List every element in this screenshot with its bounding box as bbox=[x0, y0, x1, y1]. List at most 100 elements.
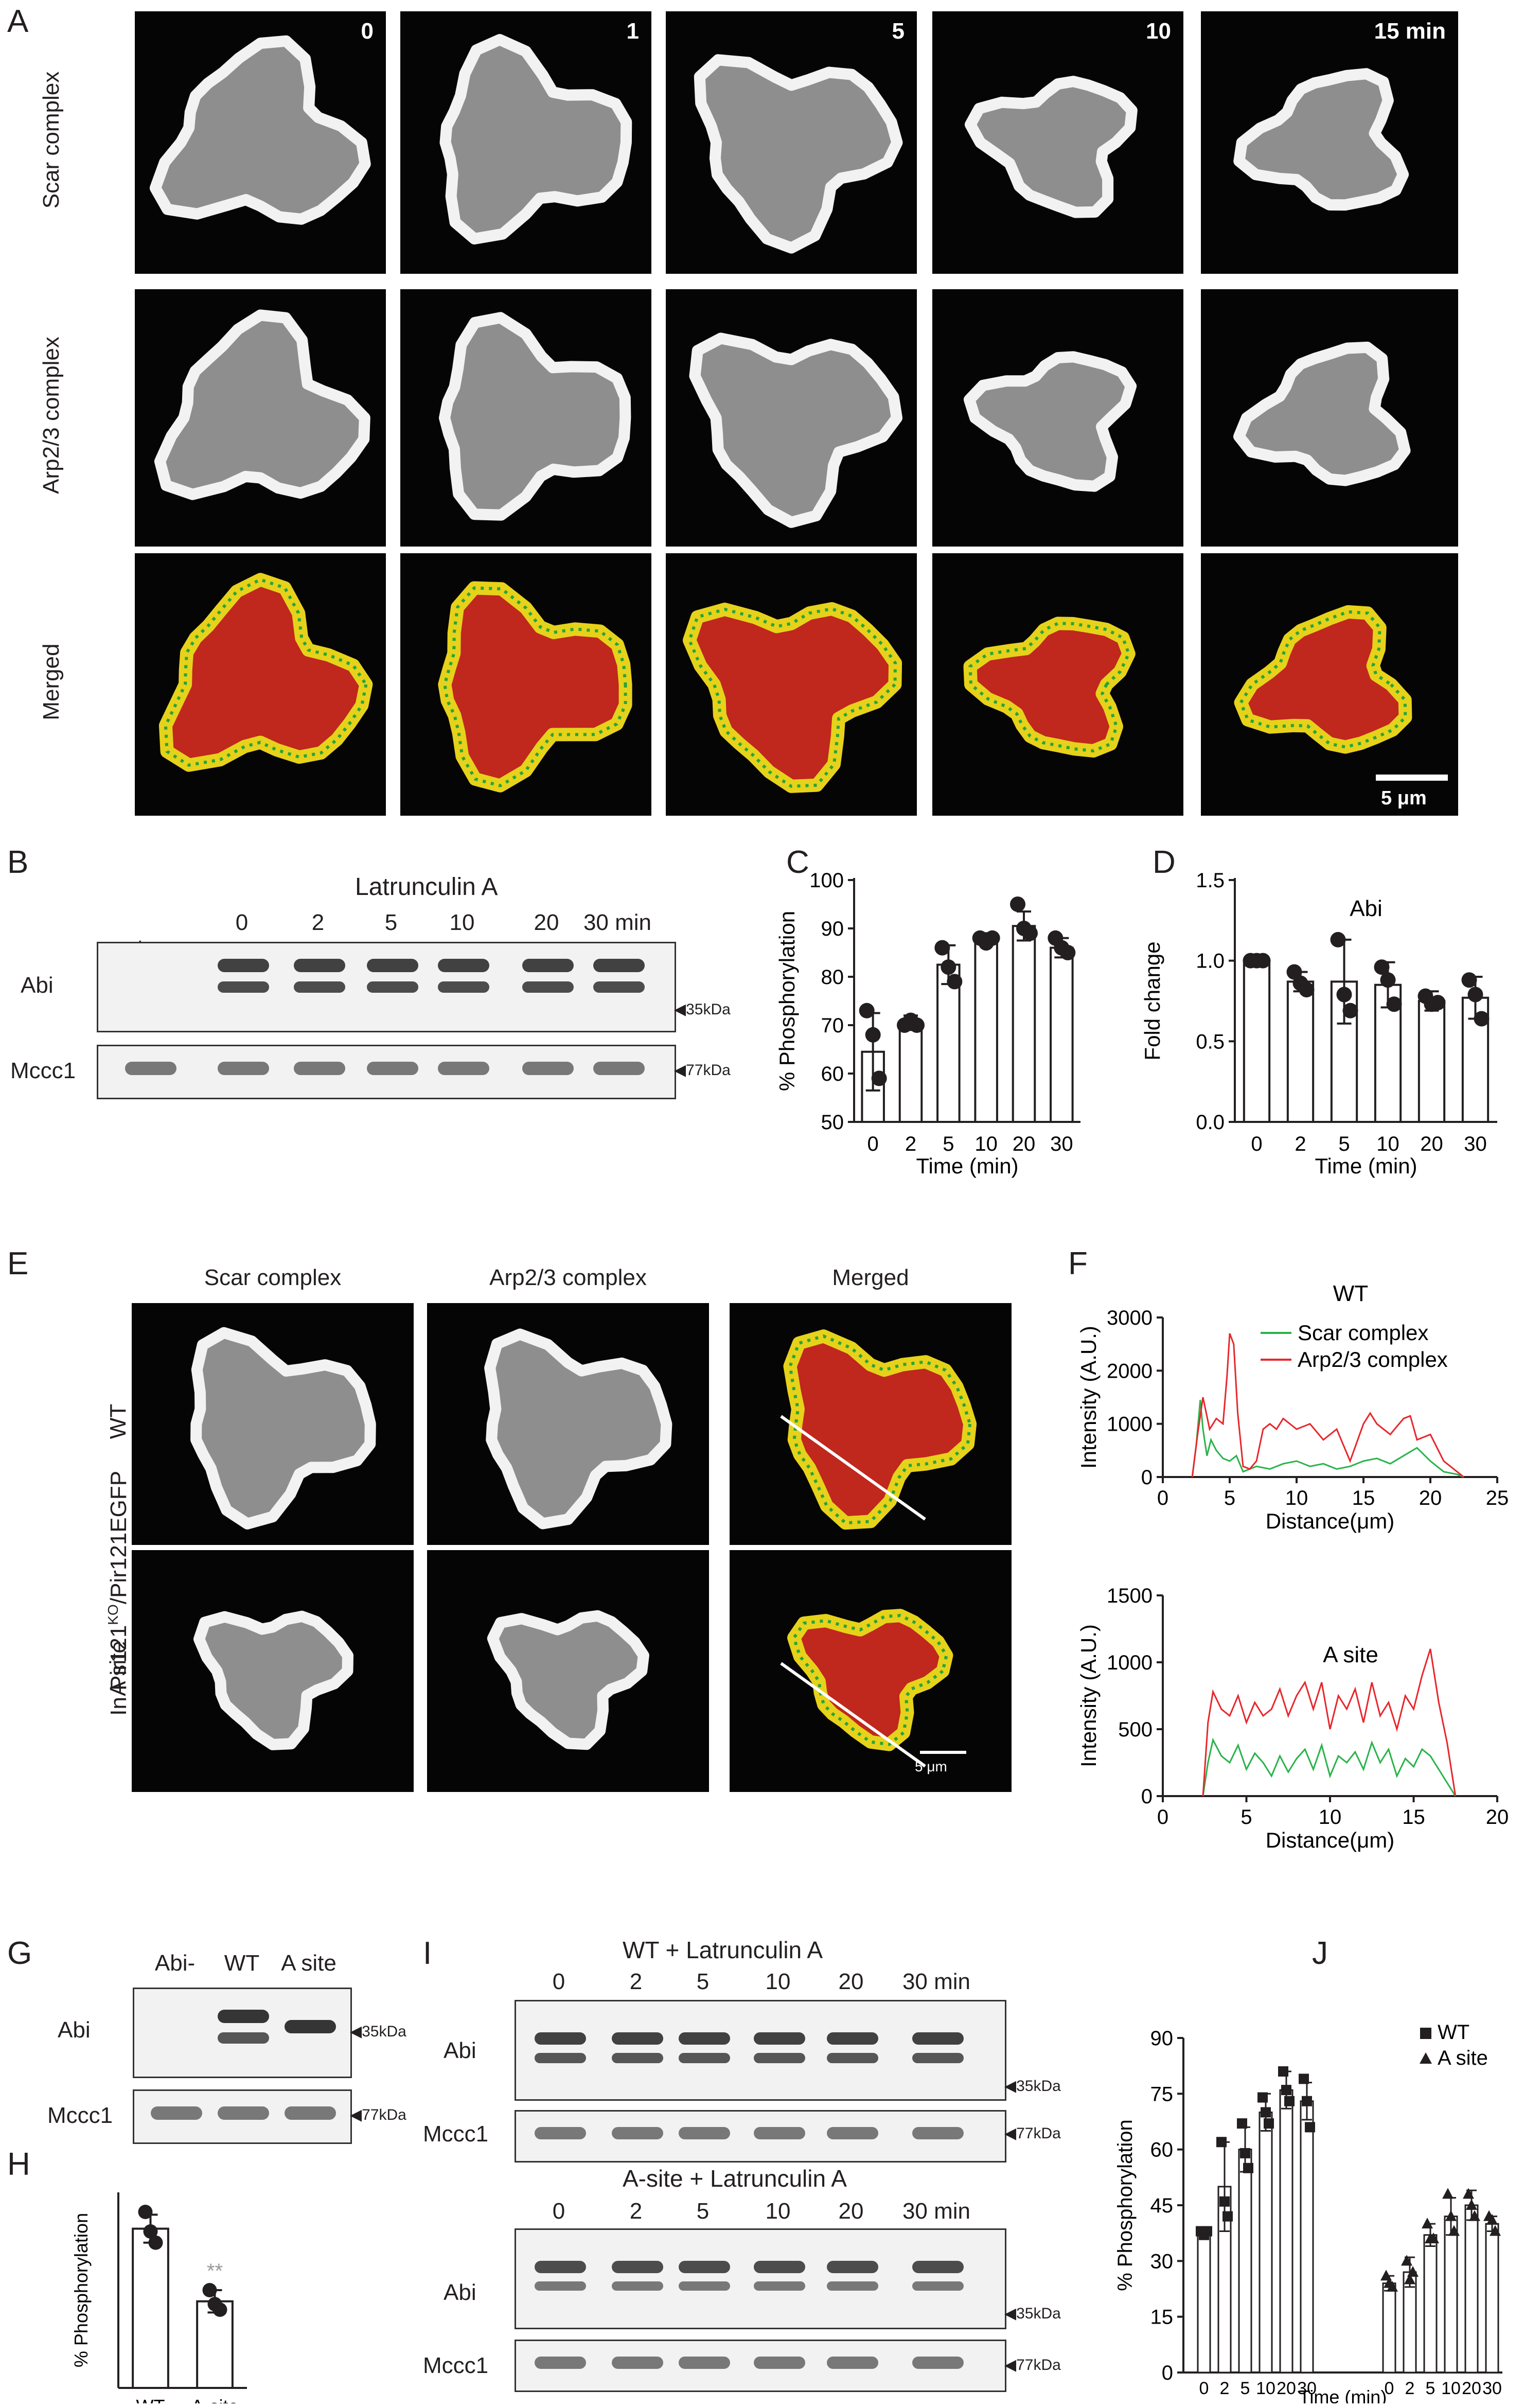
cell-image bbox=[149, 35, 371, 225]
x-tick-label: WT bbox=[136, 2396, 165, 2403]
chart-h: WT A-site ** % Phosphorylation bbox=[70, 2192, 247, 2403]
y-tick-label: 15 bbox=[1150, 2306, 1174, 2329]
cell-image bbox=[683, 602, 902, 793]
y-tick-label: 2000 bbox=[1107, 1360, 1153, 1382]
panel-e-column-label: Arp2/3 complex bbox=[489, 1265, 647, 1290]
data-point bbox=[1257, 2092, 1268, 2103]
lane-label: WT bbox=[224, 1950, 260, 1976]
y-tick-label: 45 bbox=[1150, 2194, 1174, 2217]
blot-band bbox=[285, 2020, 336, 2033]
blot-band bbox=[912, 2281, 964, 2291]
x-tick-label: 25 bbox=[1486, 1487, 1509, 1509]
data-point bbox=[1261, 2107, 1271, 2118]
data-point bbox=[138, 2205, 153, 2219]
blot-band bbox=[827, 2357, 878, 2369]
cell-image bbox=[487, 1610, 649, 1750]
panel-label-g: G bbox=[7, 1936, 32, 1971]
y-tick-label: 3000 bbox=[1107, 1307, 1153, 1329]
data-point bbox=[148, 2235, 163, 2250]
x-tick-label: 20 bbox=[1462, 2379, 1481, 2398]
lane-label: 0 bbox=[235, 910, 249, 935]
blot-abi bbox=[97, 942, 676, 1032]
data-point bbox=[1255, 953, 1271, 969]
data-point bbox=[1281, 2085, 1291, 2096]
micrograph bbox=[427, 1303, 709, 1545]
blot-band bbox=[593, 1062, 645, 1075]
bar bbox=[1444, 2216, 1458, 2374]
cell-image bbox=[154, 309, 370, 500]
blot-band bbox=[827, 2281, 878, 2291]
data-point bbox=[984, 930, 1000, 946]
bar bbox=[898, 1022, 923, 1123]
micrograph bbox=[400, 289, 651, 547]
blot-band bbox=[754, 2032, 805, 2045]
lane-label: 0 bbox=[552, 1969, 565, 1994]
cell-image bbox=[438, 581, 632, 793]
data-point bbox=[1422, 2218, 1433, 2229]
x-tick-label: 30 bbox=[1050, 1133, 1073, 1155]
micrograph: 5 bbox=[666, 11, 917, 274]
blot-mccc1 bbox=[133, 2089, 352, 2144]
series-line bbox=[1191, 1400, 1464, 1478]
data-point bbox=[1474, 1011, 1490, 1027]
blot-band bbox=[218, 2010, 269, 2023]
x-tick-label: 30 bbox=[1464, 1133, 1487, 1155]
data-point bbox=[1430, 995, 1446, 1011]
chart-f-wt: 0 1000 2000 3000 0 5 10 15 20 25 Distance(μm) Inten… bbox=[1076, 1281, 1509, 1533]
micrograph bbox=[427, 1550, 709, 1792]
micrograph bbox=[932, 289, 1183, 547]
micrograph bbox=[1201, 289, 1458, 547]
x-axis-label: Distance(μm) bbox=[1266, 1828, 1395, 1852]
blot-band bbox=[679, 2032, 730, 2045]
x-tick-label: 10 bbox=[974, 1133, 998, 1155]
panel-label-e: E bbox=[7, 1246, 29, 1281]
micrograph bbox=[400, 553, 651, 816]
blot-band bbox=[679, 2127, 730, 2139]
x-tick-label: 2 bbox=[1295, 1133, 1306, 1155]
y-tick-label: 100 bbox=[809, 869, 844, 892]
x-axis-label: Time (min) bbox=[1315, 1154, 1417, 1178]
legend-swatch bbox=[1420, 2052, 1432, 2064]
blot-band bbox=[522, 1062, 574, 1075]
data-point bbox=[1284, 2096, 1295, 2106]
blot-band bbox=[535, 2053, 586, 2063]
panel-label-a: A bbox=[7, 4, 29, 39]
panel-label-b: B bbox=[7, 845, 29, 880]
x-tick-label: 0 bbox=[1385, 2379, 1394, 2398]
x-axis-label: Time (min) bbox=[1299, 2386, 1387, 2403]
lane-label: 30 min bbox=[902, 2199, 971, 2224]
data-point bbox=[934, 940, 950, 956]
blot-band bbox=[294, 959, 345, 972]
scalebar-label: 5 μm bbox=[915, 1759, 947, 1774]
data-point bbox=[1445, 2210, 1457, 2221]
y-tick-label: 1000 bbox=[1107, 1413, 1153, 1436]
blot-band bbox=[912, 2127, 964, 2139]
x-tick-label: 0 bbox=[1157, 1487, 1168, 1509]
y-tick-label: 0 bbox=[1141, 1466, 1153, 1489]
panel-b-treatment: Latrunculin A bbox=[355, 873, 498, 901]
y-tick-label: 30 bbox=[1150, 2250, 1174, 2273]
timepoint-label: 10 bbox=[1146, 19, 1171, 44]
blot-asite-abi bbox=[515, 2228, 1006, 2329]
y-tick-label: 90 bbox=[821, 918, 844, 940]
x-tick-label: 2 bbox=[1220, 2379, 1230, 2398]
blot-band bbox=[285, 2106, 336, 2120]
cell-image bbox=[190, 1327, 376, 1530]
micrograph: 10 bbox=[932, 11, 1183, 274]
lane-label: 2 bbox=[629, 1969, 643, 1994]
data-point bbox=[143, 2224, 158, 2239]
blot-band bbox=[827, 2053, 878, 2063]
x-tick-label: 5 bbox=[1426, 2379, 1436, 2398]
panel-label-c: C bbox=[786, 845, 809, 880]
lane-label: 0 bbox=[552, 2199, 565, 2224]
blot-band bbox=[754, 2127, 805, 2139]
panel-i-bottom-title: A-site + Latrunculin A bbox=[623, 2165, 847, 2192]
lane-label: 30 min bbox=[583, 910, 652, 935]
bar bbox=[1286, 980, 1315, 1123]
data-point bbox=[1442, 2188, 1454, 2199]
y-tick-label: 90 bbox=[1150, 2027, 1174, 2050]
bar bbox=[1423, 2234, 1438, 2374]
series-line bbox=[1202, 1648, 1457, 1797]
data-point bbox=[1387, 2280, 1398, 2292]
data-point bbox=[1463, 2188, 1474, 2199]
